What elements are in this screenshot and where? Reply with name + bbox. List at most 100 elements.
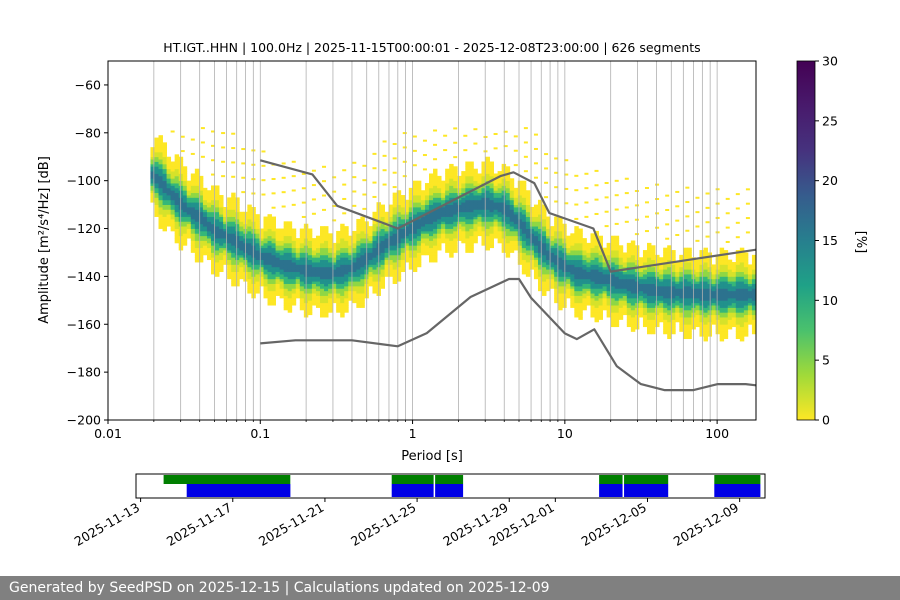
heatmap-cell xyxy=(651,245,656,249)
heatmap-cell xyxy=(461,185,466,189)
heatmap-cell xyxy=(683,285,688,289)
heatmap-cell xyxy=(158,226,163,229)
heatmap-cell xyxy=(542,266,547,270)
heatmap-cell xyxy=(231,259,236,263)
heatmap-cell xyxy=(594,290,599,294)
heatmap-cell xyxy=(505,187,511,191)
heatmap-cell xyxy=(566,281,571,284)
heatmap-cell xyxy=(727,317,733,320)
heatmap-cell xyxy=(509,178,515,182)
heatmap-cell xyxy=(481,192,486,196)
heatmap-cell xyxy=(396,190,402,194)
heatmap-cell xyxy=(562,278,567,282)
heatmap-cell xyxy=(332,266,337,270)
heatmap-cell xyxy=(441,202,446,205)
heatmap-cell xyxy=(638,259,644,263)
heatmap-cell xyxy=(647,252,652,256)
heatmap-cell xyxy=(647,297,652,301)
heatmap-cell xyxy=(610,297,616,301)
heatmap-cell xyxy=(400,195,406,198)
heatmap-cell xyxy=(372,250,377,253)
heatmap-cell xyxy=(202,245,208,249)
heatmap-cell xyxy=(655,281,660,284)
heatmap-cell xyxy=(198,197,204,201)
heatmap-cell xyxy=(279,293,285,296)
heatmap-cell xyxy=(743,290,749,294)
heatmap-cell xyxy=(271,288,276,292)
heatmap-cell xyxy=(352,288,357,292)
heatmap-cell xyxy=(659,281,664,284)
heatmap-cell xyxy=(590,274,595,277)
heatmap-cell xyxy=(211,190,216,194)
heatmap-cell xyxy=(485,247,490,251)
heatmap-cell xyxy=(610,288,616,292)
heatmap-cell xyxy=(521,262,527,265)
heatmap-cell xyxy=(202,235,208,239)
heatmap-cell xyxy=(186,187,192,191)
heatmap-cell xyxy=(328,233,333,237)
heatmap-cell xyxy=(574,274,579,277)
heatmap-cell xyxy=(384,218,390,222)
heatmap-cell xyxy=(582,290,587,294)
heatmap-cell xyxy=(546,226,551,229)
heatmap-cell xyxy=(295,295,301,299)
heatmap-cell xyxy=(247,281,252,284)
heatmap-cell xyxy=(594,307,599,311)
heatmap-cell xyxy=(445,223,450,227)
heatmap-cell xyxy=(437,230,442,234)
heatmap-cell xyxy=(735,314,741,318)
heatmap-cell xyxy=(190,211,196,215)
heatmap-cell xyxy=(675,283,680,287)
heatmap-cell xyxy=(590,312,595,316)
heatmap-cell xyxy=(174,218,180,222)
heatmap-cell xyxy=(336,309,341,313)
heatmap-cell xyxy=(695,264,700,268)
heatmap-cell xyxy=(642,283,648,287)
heatmap-cell xyxy=(554,283,559,287)
heatmap-cell xyxy=(396,252,402,256)
heatmap-cell xyxy=(481,209,486,213)
heatmap-cell xyxy=(223,230,228,234)
heatmap-cell xyxy=(663,326,668,330)
heatmap-cell xyxy=(554,221,559,225)
heatmap-cell xyxy=(610,312,616,316)
heatmap-cell xyxy=(683,274,688,277)
heatmap-cell xyxy=(642,254,648,258)
heatmap-cell xyxy=(311,297,317,301)
heatmap-cell xyxy=(461,223,466,227)
heatmap-cell xyxy=(651,281,656,284)
heatmap-cell xyxy=(429,183,434,186)
heatmap-cell xyxy=(429,173,434,177)
heatmap-cell xyxy=(610,276,616,280)
heatmap-cell xyxy=(614,314,620,318)
heatmap-cell xyxy=(751,297,756,301)
heatmap-cell xyxy=(162,166,167,170)
heatmap-cell xyxy=(699,266,704,270)
heatmap-cell xyxy=(392,250,398,253)
heatmap-cell xyxy=(659,257,664,261)
heatmap-cell xyxy=(618,266,624,270)
heatmap-cell xyxy=(215,264,220,268)
heatmap-cell xyxy=(247,254,252,258)
heatmap-cell xyxy=(457,211,462,215)
heatmap-cell xyxy=(166,168,172,172)
heatmap-cell xyxy=(380,233,385,237)
heatmap-cell xyxy=(461,211,466,215)
heatmap-cell xyxy=(747,295,753,299)
heatmap-cell xyxy=(723,285,729,289)
heatmap-outlier xyxy=(211,173,215,176)
heatmap-cell xyxy=(687,319,692,323)
heatmap-cell xyxy=(671,321,676,325)
heatmap-cell xyxy=(424,252,430,256)
heatmap-cell xyxy=(166,206,172,210)
heatmap-cell xyxy=(388,214,394,217)
heatmap-cell xyxy=(223,259,228,263)
heatmap-cell xyxy=(211,216,216,220)
heatmap-cell xyxy=(598,262,603,265)
heatmap-cell xyxy=(457,216,462,220)
heatmap-cell xyxy=(356,274,361,277)
heatmap-cell xyxy=(412,221,418,225)
heatmap-cell xyxy=(485,168,490,172)
heatmap-cell xyxy=(437,178,442,182)
heatmap-cell xyxy=(699,305,704,308)
